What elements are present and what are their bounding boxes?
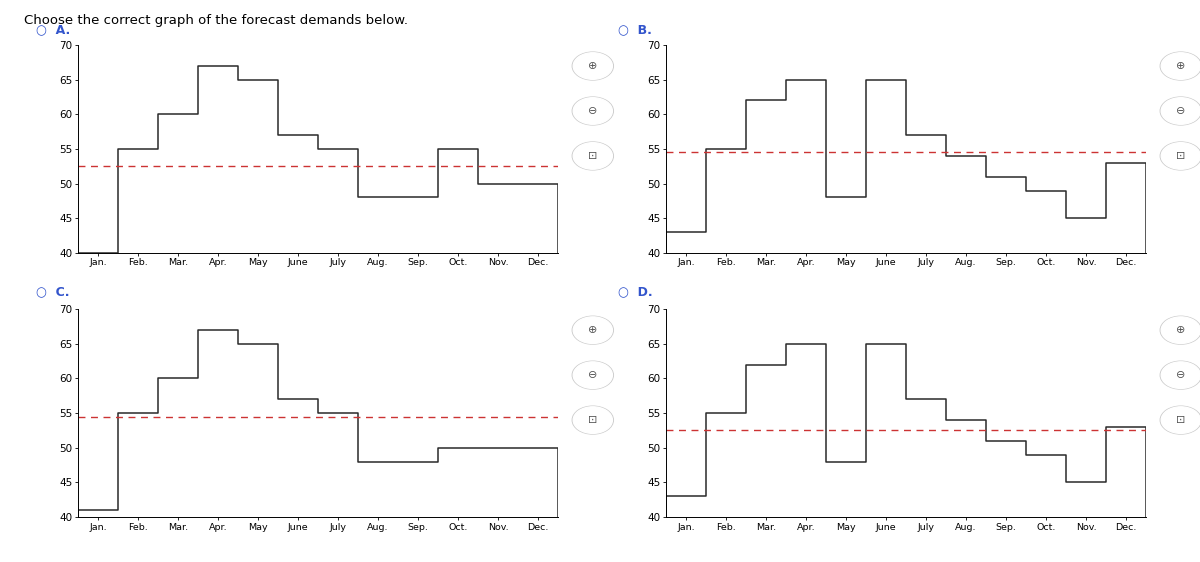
Text: ⊕: ⊕ — [1176, 61, 1186, 71]
Text: ⊡: ⊡ — [588, 151, 598, 161]
Text: ⊖: ⊖ — [1176, 106, 1186, 116]
Circle shape — [574, 53, 612, 79]
Circle shape — [574, 362, 612, 388]
Text: ⊕: ⊕ — [1176, 325, 1186, 335]
Circle shape — [1160, 316, 1200, 344]
Circle shape — [1160, 361, 1200, 389]
Text: ⊖: ⊖ — [1176, 370, 1186, 380]
Circle shape — [1162, 98, 1200, 124]
Circle shape — [572, 361, 613, 389]
Text: ⊖: ⊖ — [588, 370, 598, 380]
Circle shape — [574, 98, 612, 124]
Text: ○  B.: ○ B. — [618, 24, 652, 37]
Text: ⊡: ⊡ — [588, 415, 598, 425]
Circle shape — [572, 52, 613, 80]
Circle shape — [574, 407, 612, 433]
Text: ⊕: ⊕ — [588, 61, 598, 71]
Text: ○  C.: ○ C. — [36, 285, 70, 298]
Circle shape — [572, 142, 613, 170]
Circle shape — [1162, 53, 1200, 79]
Text: ⊕: ⊕ — [588, 325, 598, 335]
Circle shape — [1162, 362, 1200, 388]
Circle shape — [1160, 97, 1200, 125]
Circle shape — [572, 316, 613, 344]
Circle shape — [1160, 52, 1200, 80]
Text: ⊖: ⊖ — [588, 106, 598, 116]
Circle shape — [574, 143, 612, 169]
Circle shape — [1160, 142, 1200, 170]
Circle shape — [572, 406, 613, 434]
Text: ⊡: ⊡ — [1176, 151, 1186, 161]
Circle shape — [1162, 407, 1200, 433]
Circle shape — [574, 317, 612, 343]
Text: ⊡: ⊡ — [1176, 415, 1186, 425]
Circle shape — [1160, 406, 1200, 434]
Text: ○  D.: ○ D. — [618, 285, 653, 298]
Text: ○  A.: ○ A. — [36, 24, 71, 37]
Circle shape — [1162, 317, 1200, 343]
Circle shape — [1162, 143, 1200, 169]
Text: Choose the correct graph of the forecast demands below.: Choose the correct graph of the forecast… — [24, 14, 408, 27]
Circle shape — [572, 97, 613, 125]
